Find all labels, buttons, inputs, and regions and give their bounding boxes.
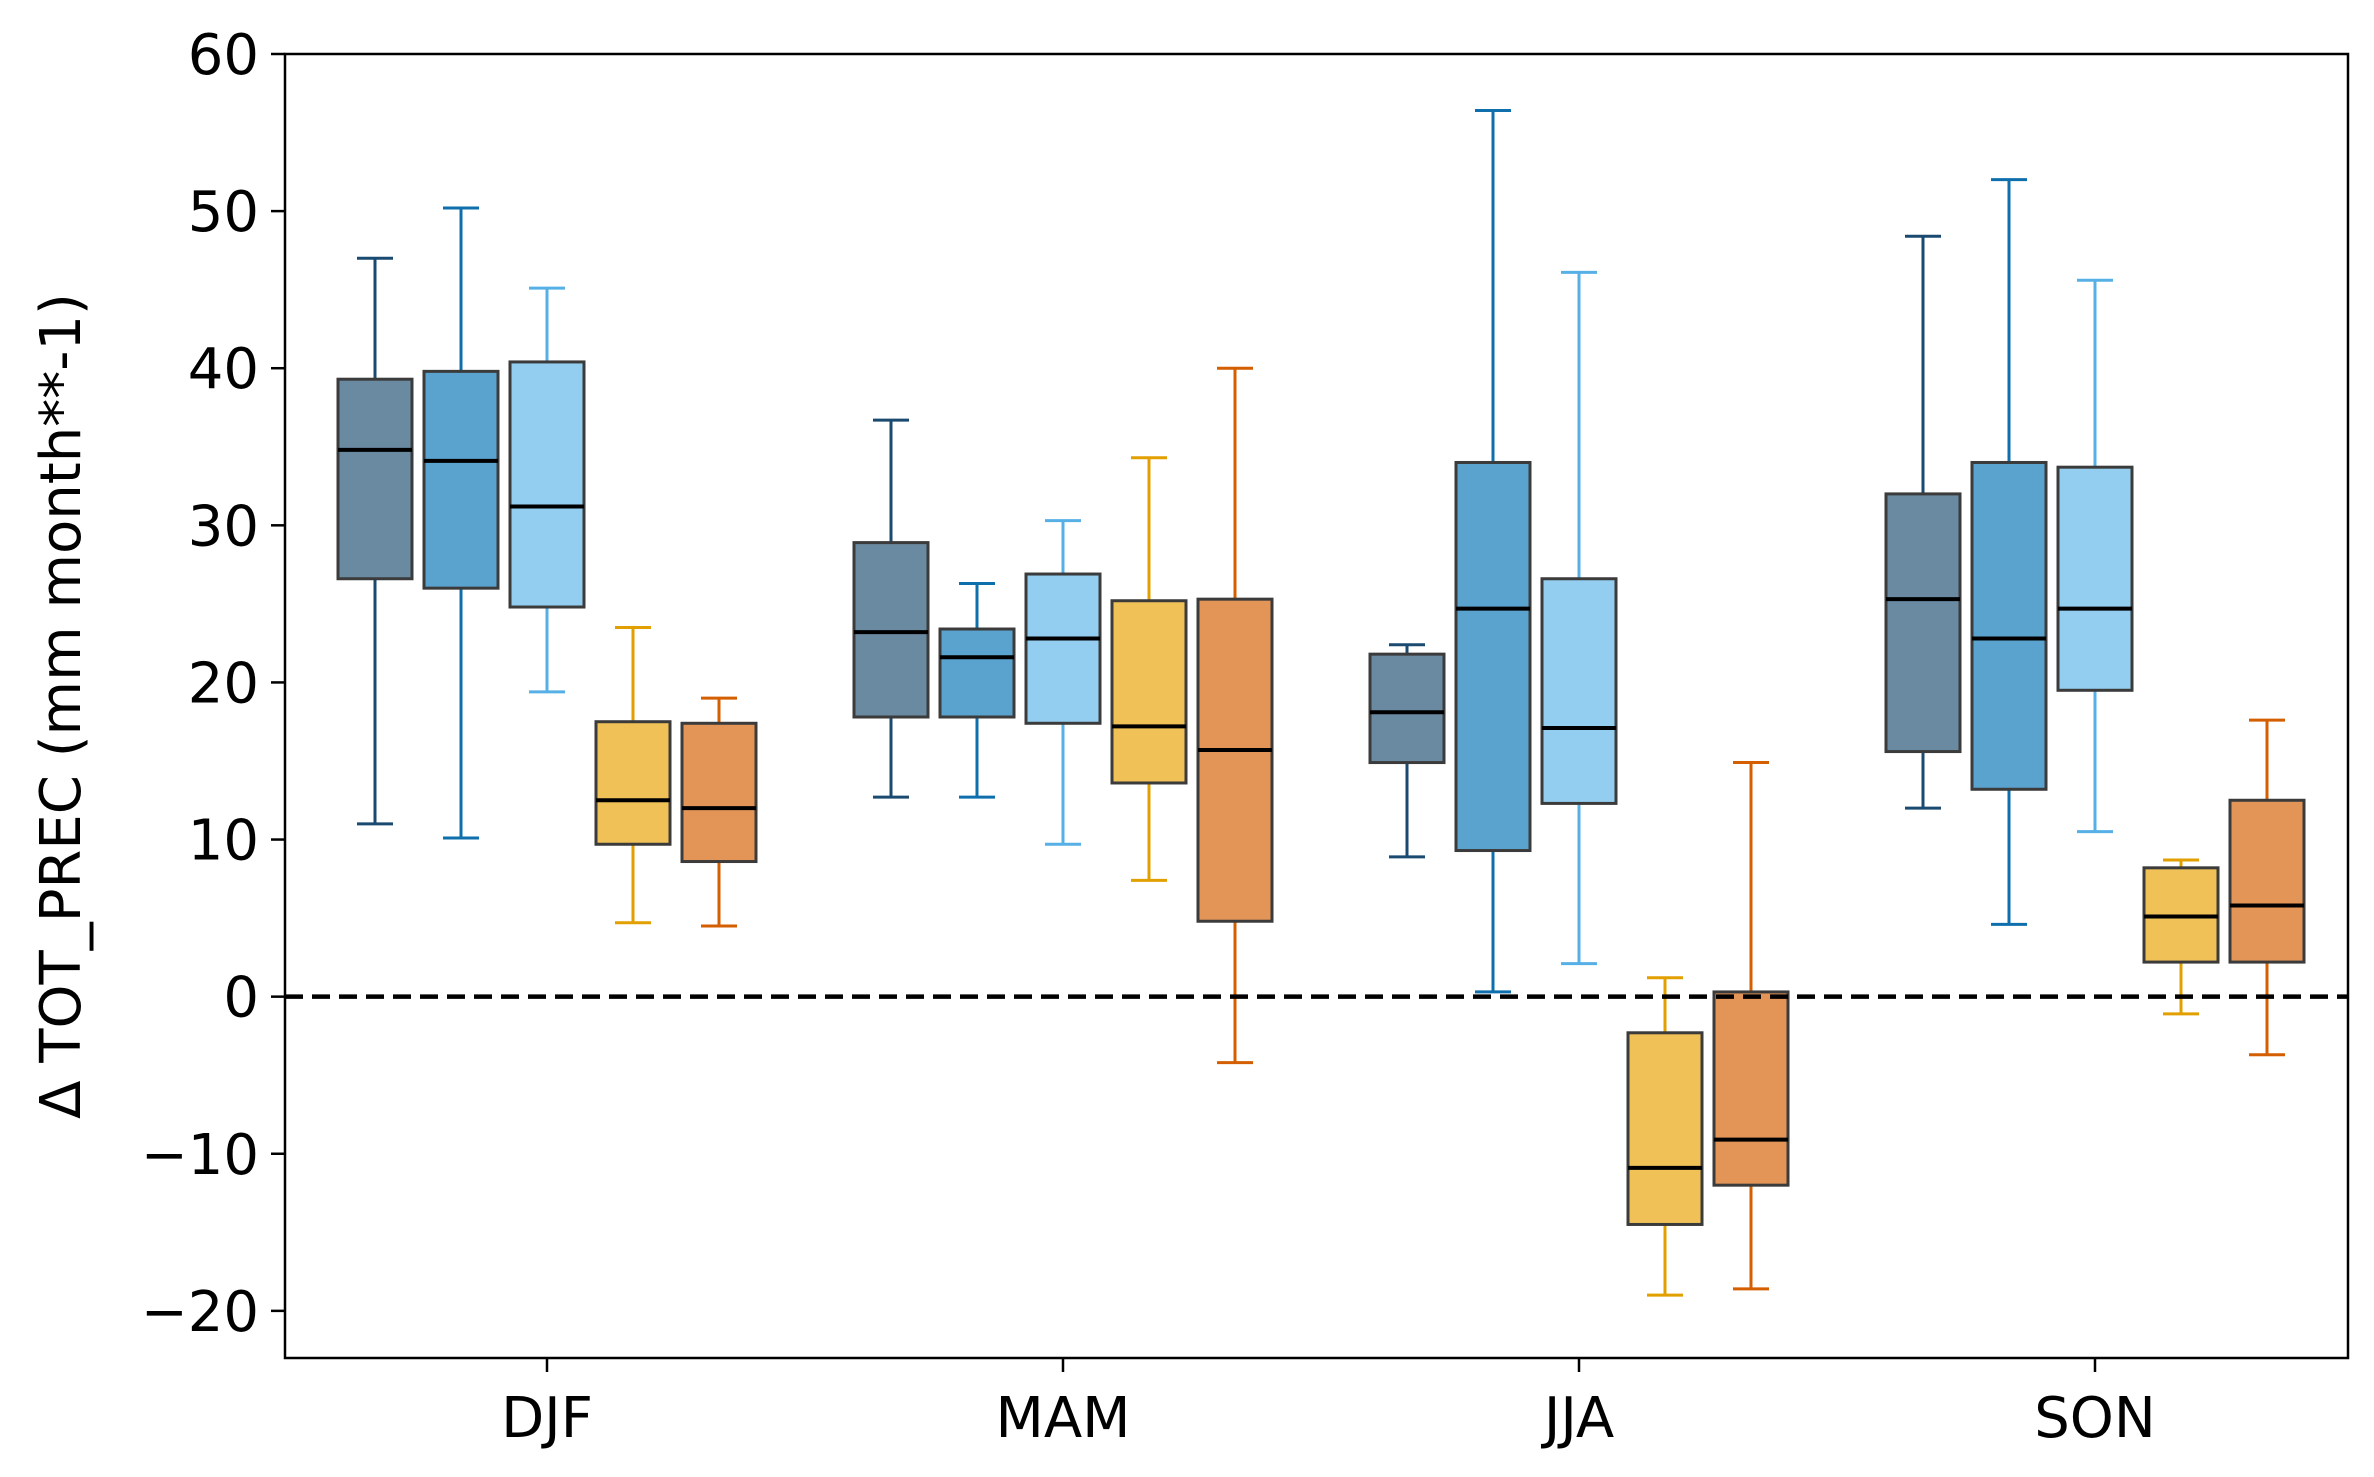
y-tick-label: 10 [188,809,259,874]
box-iqr [852,541,930,719]
y-axis-title: Δ TOT_PREC (mm month**-1) [29,293,94,1119]
box-iqr [1884,492,1962,754]
plot-marks [336,109,2306,1297]
box-iqr [1110,599,1188,785]
box-iqr [2228,798,2306,964]
box-series-1-DJF [336,256,414,826]
box-iqr [1196,597,1274,923]
x-tick-label: MAM [996,1386,1131,1451]
plot-frame [283,52,2350,1360]
y-tick-label: −10 [141,1123,259,1188]
box-iqr [336,377,414,581]
box-series-1-MAM [852,418,930,799]
box-iqr [1970,460,2048,791]
y-tick-label: 0 [223,966,259,1031]
x-tick-label: JJA [1541,1386,1614,1451]
box-series-1-SON [1884,234,1962,810]
x-axis: DJF MAM JJA SON [501,1358,2156,1451]
box-series-4-DJF [594,625,672,925]
x-tick-label: DJF [501,1386,593,1451]
box-series-2-SON [1970,178,2048,926]
box-series-4-SON [2142,858,2220,1016]
box-series-3-MAM [1024,519,1102,846]
y-tick-label: 50 [188,180,259,245]
y-axis: −20 −10 0 10 20 30 40 50 60 [141,23,285,1345]
box-series-2-DJF [422,206,500,840]
box-iqr [1368,652,1446,765]
box-iqr [938,627,1016,719]
box-iqr [1626,1031,1704,1226]
box-series-3-SON [2056,278,2134,834]
box-iqr [1712,990,1790,1187]
box-series-1-JJA [1368,643,1446,859]
box-series-3-JJA [1540,270,1618,966]
y-tick-label: 60 [188,23,259,88]
x-tick-label: SON [2034,1386,2156,1451]
box-series-3-DJF [508,286,586,694]
box-series-2-MAM [938,581,1016,799]
box-iqr [680,721,758,864]
y-tick-label: 40 [188,337,259,402]
box-series-2-JJA [1454,109,1532,994]
box-iqr [594,720,672,846]
box-series-5-JJA [1712,761,1790,1291]
box-iqr [1024,572,1102,725]
box-series-5-DJF [680,696,758,928]
box-iqr [2056,465,2134,692]
box-iqr [1454,460,1532,853]
box-series-4-JJA [1626,976,1704,1297]
box-iqr [508,360,586,609]
box-series-4-MAM [1110,456,1188,882]
y-tick-label: 20 [188,651,259,716]
y-tick-label: 30 [188,494,259,559]
box-series-5-SON [2228,718,2306,1057]
box-series-5-MAM [1196,366,1274,1065]
y-tick-label: −20 [141,1280,259,1345]
box-iqr [422,369,500,590]
box-iqr [1540,577,1618,805]
